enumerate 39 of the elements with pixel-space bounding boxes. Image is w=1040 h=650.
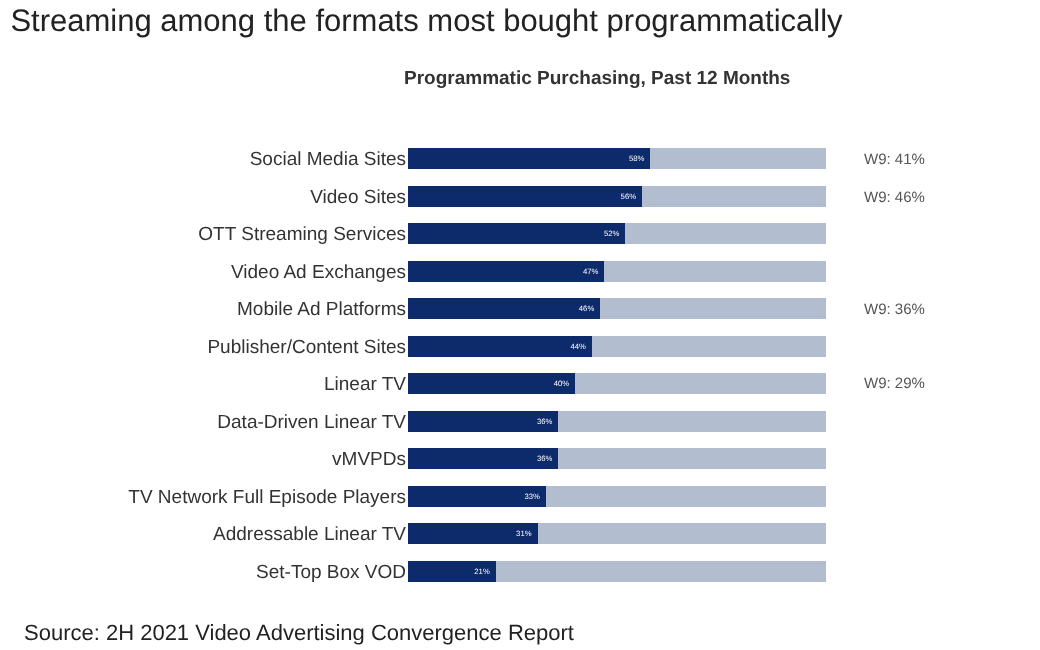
y-tick-label: TV Network Full Episode Players bbox=[128, 486, 407, 509]
bar bbox=[408, 373, 576, 395]
bar bbox=[537, 523, 826, 545]
bar bbox=[408, 223, 626, 245]
bar bbox=[408, 410, 559, 432]
y-tick-label: Data-Driven Linear TV bbox=[217, 411, 408, 434]
bar bbox=[545, 485, 826, 507]
y-tick-label: vMVPDs bbox=[332, 449, 407, 472]
y-tick-label: Addressable Linear TV bbox=[213, 524, 408, 547]
y-tick-label: Publisher/Content Sites bbox=[207, 336, 407, 359]
bar bbox=[408, 560, 496, 582]
chart-subtitle: Programmatic Purchasing, Past 12 Months bbox=[404, 68, 791, 90]
y-tick-label: OTT Streaming Services bbox=[198, 224, 407, 247]
y-tick-label: Mobile Ad Platforms bbox=[237, 299, 407, 322]
bar bbox=[408, 185, 643, 207]
source-note: Source: 2H 2021 Video Advertising Convergence Report bbox=[24, 622, 574, 646]
y-tick-label: Video Ad Exchanges bbox=[230, 261, 407, 284]
bar bbox=[591, 335, 826, 357]
y-tick-label: Linear TV bbox=[323, 374, 408, 397]
y-tick-label: Video Sites bbox=[310, 186, 407, 209]
bar bbox=[408, 260, 605, 282]
bar bbox=[408, 523, 538, 545]
bar bbox=[558, 410, 826, 432]
bar bbox=[650, 148, 826, 170]
bar bbox=[408, 485, 546, 507]
bar bbox=[642, 185, 826, 207]
bar bbox=[625, 223, 826, 245]
y-tick-label: Social Media Sites bbox=[249, 149, 407, 172]
y-tick-label: Set-Top Box VOD bbox=[256, 561, 407, 584]
bar bbox=[495, 560, 826, 582]
bar bbox=[408, 298, 601, 320]
bar bbox=[600, 298, 826, 320]
bar bbox=[408, 148, 651, 170]
bar bbox=[604, 260, 826, 282]
bar bbox=[558, 448, 826, 470]
bar bbox=[408, 335, 592, 357]
bar bbox=[408, 448, 559, 470]
chart-title: Streaming among the formats most bought programmatically bbox=[10, 5, 844, 40]
bar bbox=[575, 373, 826, 395]
